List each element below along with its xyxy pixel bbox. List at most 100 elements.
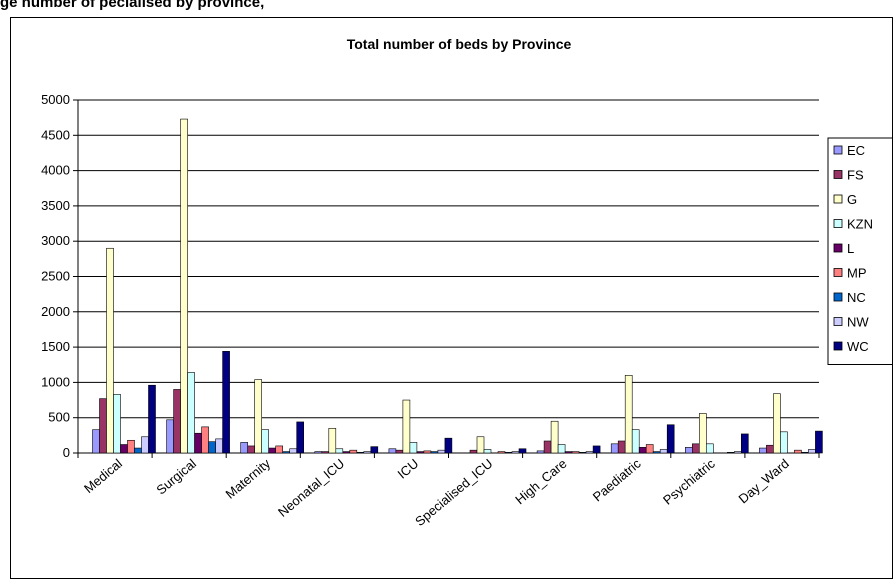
legend-label-fs: FS bbox=[847, 168, 864, 183]
bar-g-high_care bbox=[550, 420, 559, 454]
legend-swatch-kzn bbox=[833, 219, 843, 228]
legend-swatch-ec bbox=[833, 145, 843, 155]
bar-nc-surgical bbox=[208, 441, 216, 454]
legend-swatch-g bbox=[833, 194, 843, 204]
y-tick-label: 2500 bbox=[41, 269, 70, 284]
bar-kzn-psychiatric bbox=[705, 443, 714, 454]
bar-nw-maternity bbox=[289, 448, 298, 454]
bar-nw-neonatal_icu bbox=[363, 451, 372, 454]
x-category-label: Specialised_ICU bbox=[412, 456, 495, 529]
bar-g-surgical bbox=[180, 118, 188, 454]
bar-fs-icu bbox=[395, 449, 404, 454]
bar-nw-day_ward bbox=[808, 449, 816, 454]
bar-fs-surgical bbox=[173, 389, 181, 454]
legend-label-nw: NW bbox=[847, 315, 869, 330]
bar-kzn-maternity bbox=[261, 429, 269, 454]
bar-nw-psychiatric bbox=[733, 451, 742, 454]
bar-mp-icu bbox=[423, 450, 432, 454]
page-heading: ge number of pecialised by province, bbox=[0, 0, 265, 11]
bar-l-surgical bbox=[194, 432, 202, 454]
bar-wc-specialised_icu bbox=[518, 448, 527, 454]
y-tick-label: 5000 bbox=[41, 92, 70, 107]
bar-g-paediatric bbox=[624, 375, 633, 454]
y-tick-label: 3500 bbox=[41, 198, 70, 213]
bar-ec-high_care bbox=[536, 450, 545, 454]
bar-fs-psychiatric bbox=[691, 443, 700, 454]
bar-wc-icu bbox=[444, 437, 453, 454]
y-tick-label: 4500 bbox=[41, 127, 70, 142]
legend-swatch-mp bbox=[833, 268, 843, 277]
bar-g-icu bbox=[402, 399, 411, 454]
bar-mp-paediatric bbox=[645, 444, 654, 454]
bar-g-neonatal_icu bbox=[328, 427, 337, 454]
legend-label-kzn: KZN bbox=[847, 217, 873, 232]
bar-ec-icu bbox=[388, 448, 397, 454]
x-category-label: Medical bbox=[81, 456, 125, 496]
bar-ec-psychiatric bbox=[684, 447, 693, 454]
bar-fs-high_care bbox=[543, 440, 552, 454]
bar-l-medical bbox=[120, 444, 128, 454]
bar-mp-high_care bbox=[571, 451, 580, 454]
y-tick-label: 500 bbox=[48, 410, 70, 425]
bar-nc-icu bbox=[430, 451, 439, 454]
bar-g-psychiatric bbox=[698, 413, 707, 454]
bar-mp-maternity bbox=[275, 445, 284, 454]
bar-mp-medical bbox=[127, 439, 135, 454]
bar-g-medical bbox=[106, 247, 114, 454]
bar-kzn-neonatal_icu bbox=[335, 448, 344, 454]
bar-nw-paediatric bbox=[659, 449, 668, 454]
bar-l-neonatal_icu bbox=[342, 451, 351, 454]
bar-nw-specialised_icu bbox=[511, 451, 520, 454]
legend-swatch-l bbox=[833, 243, 843, 253]
chart-frame: Total number of beds by Province 0 500 100… bbox=[10, 17, 893, 579]
y-tick-label: 2000 bbox=[41, 304, 70, 319]
bar-ec-day_ward bbox=[759, 447, 767, 454]
bar-ec-medical bbox=[92, 429, 100, 454]
bar-mp-neonatal_icu bbox=[349, 449, 358, 454]
bar-kzn-high_care bbox=[557, 444, 566, 454]
bar-fs-specialised_icu bbox=[469, 449, 478, 454]
bar-ec-maternity bbox=[240, 442, 248, 454]
bar-fs-neonatal_icu bbox=[321, 451, 330, 454]
y-tick-label: 1000 bbox=[41, 374, 70, 389]
bar-g-specialised_icu bbox=[476, 436, 485, 454]
bar-wc-neonatal_icu bbox=[370, 446, 379, 454]
x-category-label: Neonatal_ICU bbox=[275, 456, 347, 520]
bar-fs-medical bbox=[99, 398, 107, 454]
bar-nw-medical bbox=[141, 436, 149, 454]
legend-label-g: G bbox=[847, 192, 857, 207]
legend-label-wc: WC bbox=[847, 339, 869, 354]
bar-fs-maternity bbox=[247, 445, 255, 454]
y-tick-label: 1500 bbox=[41, 339, 70, 354]
bar-nc-day_ward bbox=[801, 451, 809, 454]
x-category-label: Maternity bbox=[223, 455, 274, 501]
bar-nc-psychiatric bbox=[726, 451, 735, 454]
chart-title: Total number of beds by Province bbox=[347, 36, 572, 52]
legend-label-l: L bbox=[847, 241, 854, 256]
bar-nc-medical bbox=[134, 447, 142, 454]
bar-wc-medical bbox=[148, 384, 156, 454]
x-category-label: ICU bbox=[395, 456, 422, 482]
bar-g-day_ward bbox=[773, 393, 781, 454]
bar-l-maternity bbox=[268, 447, 277, 454]
legend-label-mp: MP bbox=[847, 266, 867, 281]
bar-nc-neonatal_icu bbox=[356, 451, 365, 454]
legend-swatch-nc bbox=[833, 292, 843, 302]
bar-wc-day_ward bbox=[815, 430, 823, 454]
bar-wc-psychiatric bbox=[740, 433, 749, 454]
bar-kzn-paediatric bbox=[631, 429, 640, 454]
bar-nw-surgical bbox=[215, 438, 223, 454]
y-tick-label: 0 bbox=[63, 445, 70, 460]
bar-nw-icu bbox=[437, 449, 446, 454]
legend-label-nc: NC bbox=[847, 290, 866, 305]
legend-swatch-fs bbox=[833, 170, 843, 179]
bar-wc-paediatric bbox=[666, 424, 675, 454]
y-tick-label: 4000 bbox=[41, 163, 70, 178]
bar-kzn-specialised_icu bbox=[483, 449, 492, 454]
legend-label-ec: EC bbox=[847, 143, 865, 158]
y-tick-label: 3000 bbox=[41, 233, 70, 248]
legend-swatch-nw bbox=[833, 317, 843, 326]
bar-fs-day_ward bbox=[766, 444, 774, 454]
bar-wc-surgical bbox=[222, 351, 230, 454]
bar-kzn-day_ward bbox=[780, 431, 788, 454]
